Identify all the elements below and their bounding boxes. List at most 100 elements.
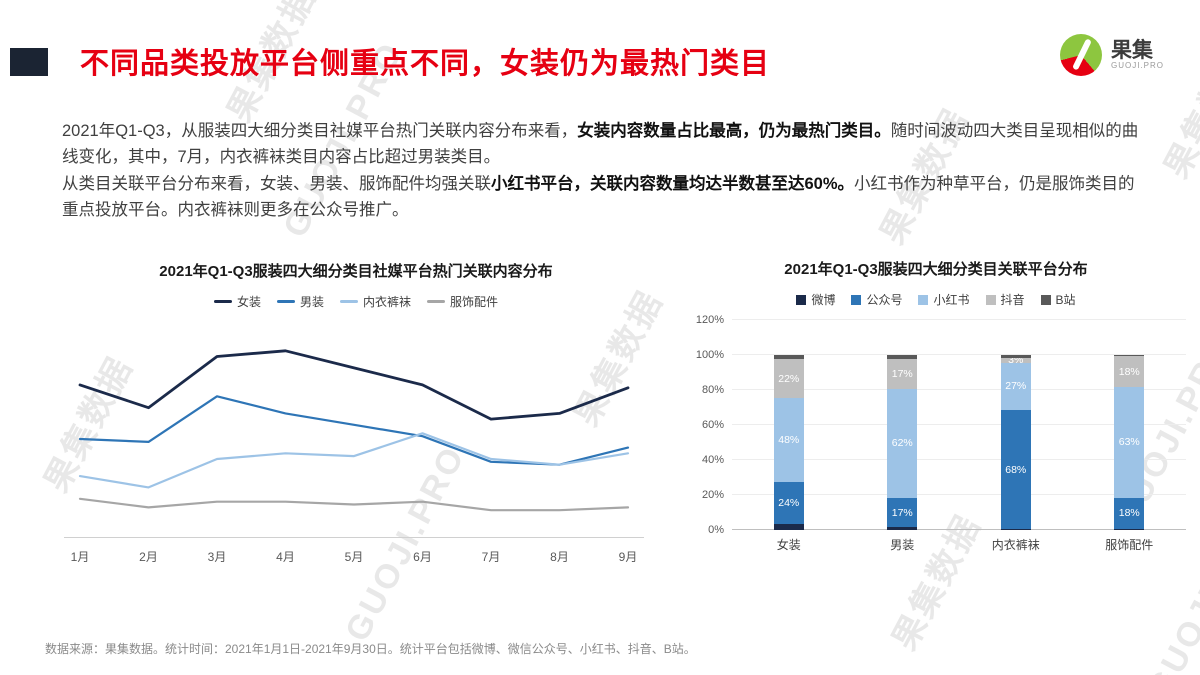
legend-item: 抖音 [985, 291, 1025, 308]
x-tick-label: 1月 [70, 550, 90, 564]
bar-plot-area: 0% 20% 40% 60% 80% 100% 120% 24% 48% 22% 17% 62% 17… [686, 314, 1186, 536]
legend-item: 内衣裤袜 [340, 293, 411, 310]
segment-label: 63% [1118, 436, 1140, 449]
legend-square-swatch [1040, 294, 1051, 305]
bar-segment: 3% [1000, 354, 1031, 366]
logo-name: 果集 [1110, 38, 1153, 62]
segment-label: 68% [1005, 463, 1027, 476]
bar-segment: 18% [1114, 355, 1145, 388]
gridline [732, 389, 1186, 390]
stacked-bar: 24% 48% 22% [773, 355, 804, 530]
legend-line-swatch [340, 300, 358, 303]
x-tick-label: 7月 [481, 550, 501, 564]
bar-segment: 17% [887, 497, 918, 528]
legend-item: 男装 [276, 293, 324, 310]
stacked-bar: 18% 63% 18% [1114, 354, 1145, 530]
legend-item: 服饰配件 [427, 293, 498, 310]
logo-subtitle: GUOJI.PRO [1110, 60, 1164, 70]
legend-item: 微博 [796, 291, 835, 308]
legend-square-swatch [796, 294, 807, 305]
bar-chart-title: 2021年Q1-Q3服装四大细分类目关联平台分布 [784, 261, 1088, 278]
segment-label: 17% [891, 506, 913, 519]
bar-segment [1114, 354, 1145, 356]
logo-text: 果集 GUOJI.PRO [1110, 38, 1164, 70]
y-tick-label: 80% [701, 384, 724, 396]
legend-square-swatch [918, 294, 929, 305]
bar-segment [1000, 354, 1031, 358]
x-tick-label: 4月 [276, 550, 295, 564]
category-label: 服饰配件 [1105, 538, 1154, 552]
stacked-bar: 17% 62% 17% [887, 354, 918, 530]
paragraph-2: 从类目关联平台分布来看，女装、男装、服饰配件均强关联小红书平台，关联内容数量均达… [62, 171, 1148, 224]
legend-square-swatch [851, 294, 862, 305]
line-x-axis: 1月 2月 3月 4月 5月 6月 7月 8月 9月 [64, 548, 656, 568]
y-tick-label: 120% [695, 314, 724, 326]
text-segment: 女装内容数量占比最高，仍为最热门类目。 [577, 122, 891, 140]
brand-logo: 果集 GUOJI.PRO [1059, 34, 1164, 76]
category-label: 内衣裤袜 [991, 538, 1040, 552]
summary-text: 2021年Q1-Q3，从服装四大细分类目社媒平台热门关联内容分布来看，女装内容数… [62, 118, 1148, 224]
x-tick-label: 6月 [413, 550, 432, 564]
category-label: 女装 [776, 538, 801, 552]
text-segment: 从类目关联平台分布来看，女装、男装、服饰配件均强关联 [62, 174, 491, 193]
segment-label: 22% [778, 372, 800, 385]
x-tick-label: 9月 [618, 550, 638, 564]
bar-segment [887, 354, 918, 360]
bar-segment: 22% [773, 359, 804, 398]
segment-label: 18% [1118, 507, 1140, 520]
y-tick-label: 60% [701, 419, 724, 431]
bar-segment [887, 527, 918, 530]
bar-segment: 68% [1000, 410, 1031, 530]
gridline [732, 459, 1186, 460]
bar-segment [1114, 529, 1145, 530]
x-tick-label: 5月 [344, 550, 364, 564]
y-tick-label: 40% [701, 454, 724, 466]
bar-x-axis: 女装 男装 内衣裤袜 服饰配件 [732, 536, 1186, 553]
bar-segment [773, 355, 804, 360]
text-segment: 小红书平台 [491, 174, 574, 193]
title-accent-block [10, 48, 48, 76]
legend-line-swatch [276, 300, 295, 303]
content-distribution-line-chart: 2021年Q1-Q3服装四大细分类目社媒平台热门关联内容分布 女装 男装 内衣裤袜服… [56, 260, 656, 568]
line-chart-title: 2021年Q1-Q3服装四大细分类目社媒平台热门关联内容分布 [159, 263, 553, 280]
data-source-note: 数据来源：果集数据。统计时间：2021年1月1日-2021年9月30日。统计平台… [45, 642, 696, 656]
text-segment: ，关联内容数量均达半数甚至达60%。 [573, 174, 855, 193]
legend-item: 公众号 [851, 291, 902, 308]
gridline [732, 354, 1186, 355]
bar-segment: 63% [1114, 387, 1145, 498]
text-segment: 小红书作为种草平台，仍是服饰类目的重点投放平台。内衣裤袜则更多在公众号推广。 [62, 174, 1135, 220]
x-tick-label: 3月 [207, 550, 227, 564]
gridline [732, 529, 1186, 530]
bar-segment: 17% [887, 359, 918, 390]
bar-y-axis: 0% 20% 40% 60% 80% 100% 120% [686, 314, 732, 536]
bar-segment: 24% [773, 481, 804, 524]
legend-line-swatch [427, 300, 446, 303]
stacked-bar: 68% 27% 3% [1000, 354, 1031, 530]
paragraph-1: 2021年Q1-Q3，从服装四大细分类目社媒平台热门关联内容分布来看，女装内容数… [62, 118, 1148, 171]
bar-segment [773, 523, 804, 530]
x-tick-label: 2月 [139, 550, 158, 564]
legend-square-swatch [985, 294, 996, 305]
bar-segment [1000, 529, 1031, 530]
text-segment: 随时间波动四大类目呈现相似的曲线变化，其中，7月，内衣裤袜类目内容占比超过男装类… [62, 122, 1139, 167]
bar-segment: 18% [1114, 497, 1145, 530]
guoji-logo-icon [1059, 34, 1102, 76]
page-title: 不同品类投放平台侧重点不同，女装仍为最热门类目 [80, 48, 771, 80]
bar-plot: 24% 48% 22% 17% 62% 17% 68% 27% 3% 18% 63% 18% [732, 319, 1186, 530]
y-tick-label: 100% [695, 349, 724, 361]
y-tick-label: 0% [708, 524, 724, 536]
segment-label: 18% [1118, 365, 1140, 378]
gridline [732, 319, 1186, 320]
legend-item: 女装 [213, 293, 261, 310]
segment-label: 48% [778, 433, 800, 446]
text-segment: 2021年Q1-Q3，从服装四大细分类目社媒平台热门关联内容分布来看， [62, 122, 578, 140]
legend-item: 小红书 [918, 291, 970, 308]
line-plot [64, 322, 644, 538]
bar-chart-legend: 微博 公众号 小红书 抖音 B站 [686, 291, 1186, 308]
segment-label: 27% [1005, 380, 1027, 393]
bar-segment: 27% [1000, 362, 1031, 411]
legend-item: B站 [1040, 291, 1076, 308]
line-chart-legend: 女装 男装 内衣裤袜 服饰配件 [56, 293, 656, 310]
category-label: 男装 [890, 538, 915, 552]
